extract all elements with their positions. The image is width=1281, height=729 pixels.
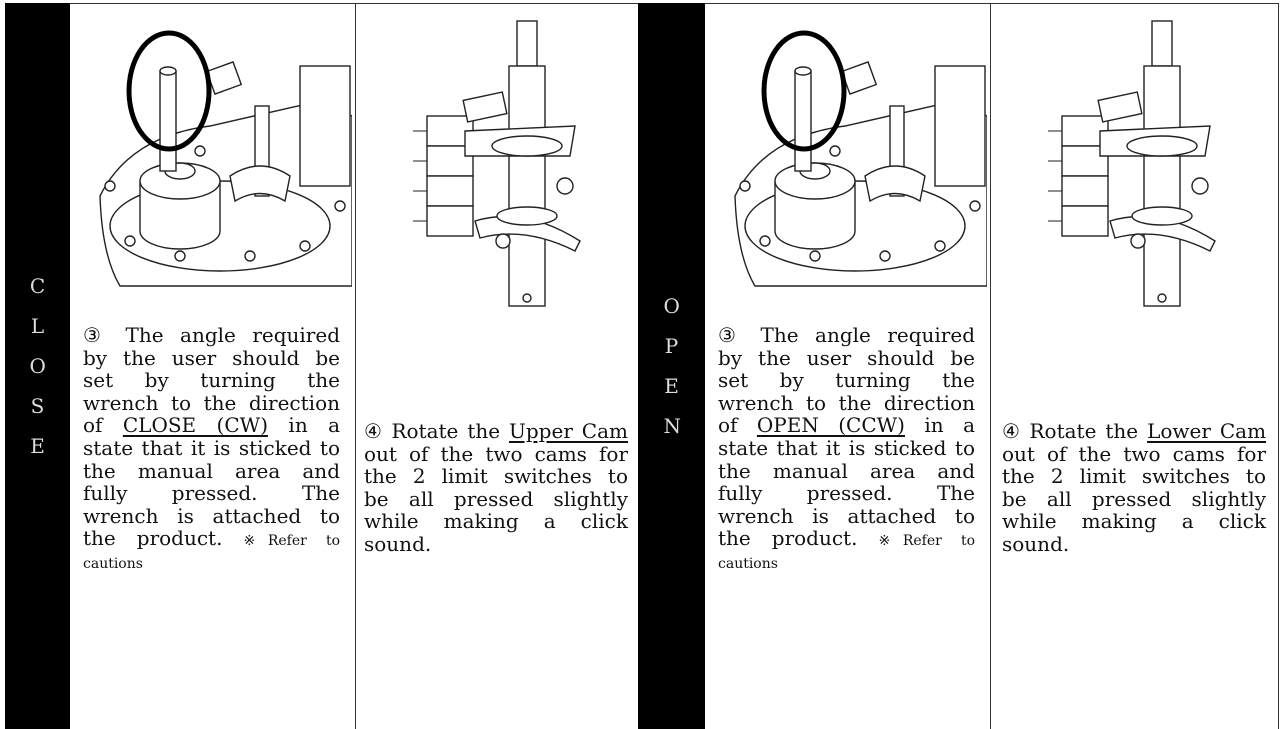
underlined-text: Upper Cam — [509, 419, 628, 443]
drawing-part — [495, 233, 511, 249]
drawing-part — [426, 205, 474, 237]
underlined-text: CLOSE (CW) — [122, 413, 269, 438]
step-cell: ③ The angle required by the user should … — [705, 3, 991, 729]
drawing-part — [124, 235, 136, 247]
section-label: OPEN — [663, 294, 682, 438]
drawing-part — [139, 181, 221, 250]
drawing-part — [516, 20, 538, 67]
illustration — [413, 20, 581, 307]
drawing-part — [1061, 175, 1109, 207]
drawing-part — [829, 145, 841, 157]
step-cell: ③ The angle required by the user should … — [70, 3, 356, 729]
drawing-part — [174, 250, 186, 262]
drawing-part — [334, 200, 346, 212]
step-text: ③ The angle required by the user should … — [718, 324, 975, 573]
step-cell: ④ Rotate the Upper Cam out of the two ca… — [355, 3, 639, 729]
step-number: ④ — [364, 419, 383, 443]
drawing-part — [496, 206, 558, 226]
drawing-part — [1143, 65, 1181, 307]
drawing-part — [1157, 293, 1167, 303]
drawing-part — [299, 65, 351, 187]
drawing-part — [794, 66, 812, 76]
drawing-part — [299, 240, 311, 252]
drawing-part — [194, 145, 206, 157]
drawing-part — [508, 65, 546, 307]
drawing-part — [1151, 20, 1173, 67]
side-band: OPEN — [638, 3, 705, 729]
drawing-part — [879, 250, 891, 262]
drawing-part — [969, 200, 981, 212]
side-band: CLOSE — [5, 3, 70, 729]
drawing-part — [1097, 91, 1143, 123]
illustration — [1048, 20, 1216, 307]
drawing-part — [761, 30, 847, 152]
step-number: ④ — [1002, 419, 1021, 443]
drawing-part — [159, 66, 177, 76]
illustration — [734, 30, 987, 287]
text: Rotate the — [1029, 419, 1139, 443]
drawing-part — [1130, 233, 1146, 249]
drawing-part — [159, 70, 177, 172]
drawing-part — [556, 177, 574, 195]
step-text: ④ Rotate the Lower Cam out of the two ca… — [1002, 420, 1266, 556]
drawing-part — [1126, 135, 1198, 157]
drawing-part — [759, 235, 771, 247]
drawing-part — [1131, 206, 1193, 226]
text: Rotate the — [391, 419, 501, 443]
drawing-part — [104, 180, 116, 192]
drawing-part — [864, 165, 926, 203]
drawing-part — [840, 61, 878, 95]
drawing-part — [809, 250, 821, 262]
drawing-part — [934, 240, 946, 252]
text: out of the two cams for the 2 limit swit… — [364, 441, 628, 556]
step-cell: ④ Rotate the Lower Cam out of the two ca… — [990, 3, 1279, 729]
drawing-part — [462, 91, 508, 123]
illustration — [99, 30, 352, 287]
text: out of the two cams for the 2 limit swit… — [1002, 441, 1266, 556]
underlined-text: OPEN (CCW) — [756, 413, 905, 438]
drawing-part — [739, 180, 751, 192]
drawing-part — [794, 70, 812, 172]
drawing-part — [426, 175, 474, 207]
drawing-part — [1061, 205, 1109, 237]
section-label: CLOSE — [29, 274, 46, 458]
drawing-part — [1191, 177, 1209, 195]
drawing-part — [934, 65, 986, 187]
step-text: ④ Rotate the Upper Cam out of the two ca… — [364, 420, 628, 556]
step-number: ③ — [83, 323, 110, 347]
drawing-part — [229, 165, 291, 203]
drawing-part — [244, 250, 256, 262]
step-text: ③ The angle required by the user should … — [83, 324, 340, 573]
note: ※Refer to cautions — [83, 533, 340, 573]
drawing-part — [522, 293, 532, 303]
drawing-part — [774, 181, 856, 250]
underlined-text: Lower Cam — [1147, 419, 1267, 443]
step-number: ③ — [718, 323, 745, 347]
text: in a state that it is sticked to the man… — [83, 413, 341, 551]
text: The angle required by the user should be… — [83, 323, 340, 438]
drawing-part — [491, 135, 563, 157]
text: The angle required by the user should be… — [718, 323, 975, 438]
drawing-part — [205, 61, 243, 95]
note: ※Refer to cautions — [718, 533, 975, 573]
text: in a state that it is sticked to the man… — [718, 413, 975, 551]
drawing-part — [126, 30, 212, 152]
